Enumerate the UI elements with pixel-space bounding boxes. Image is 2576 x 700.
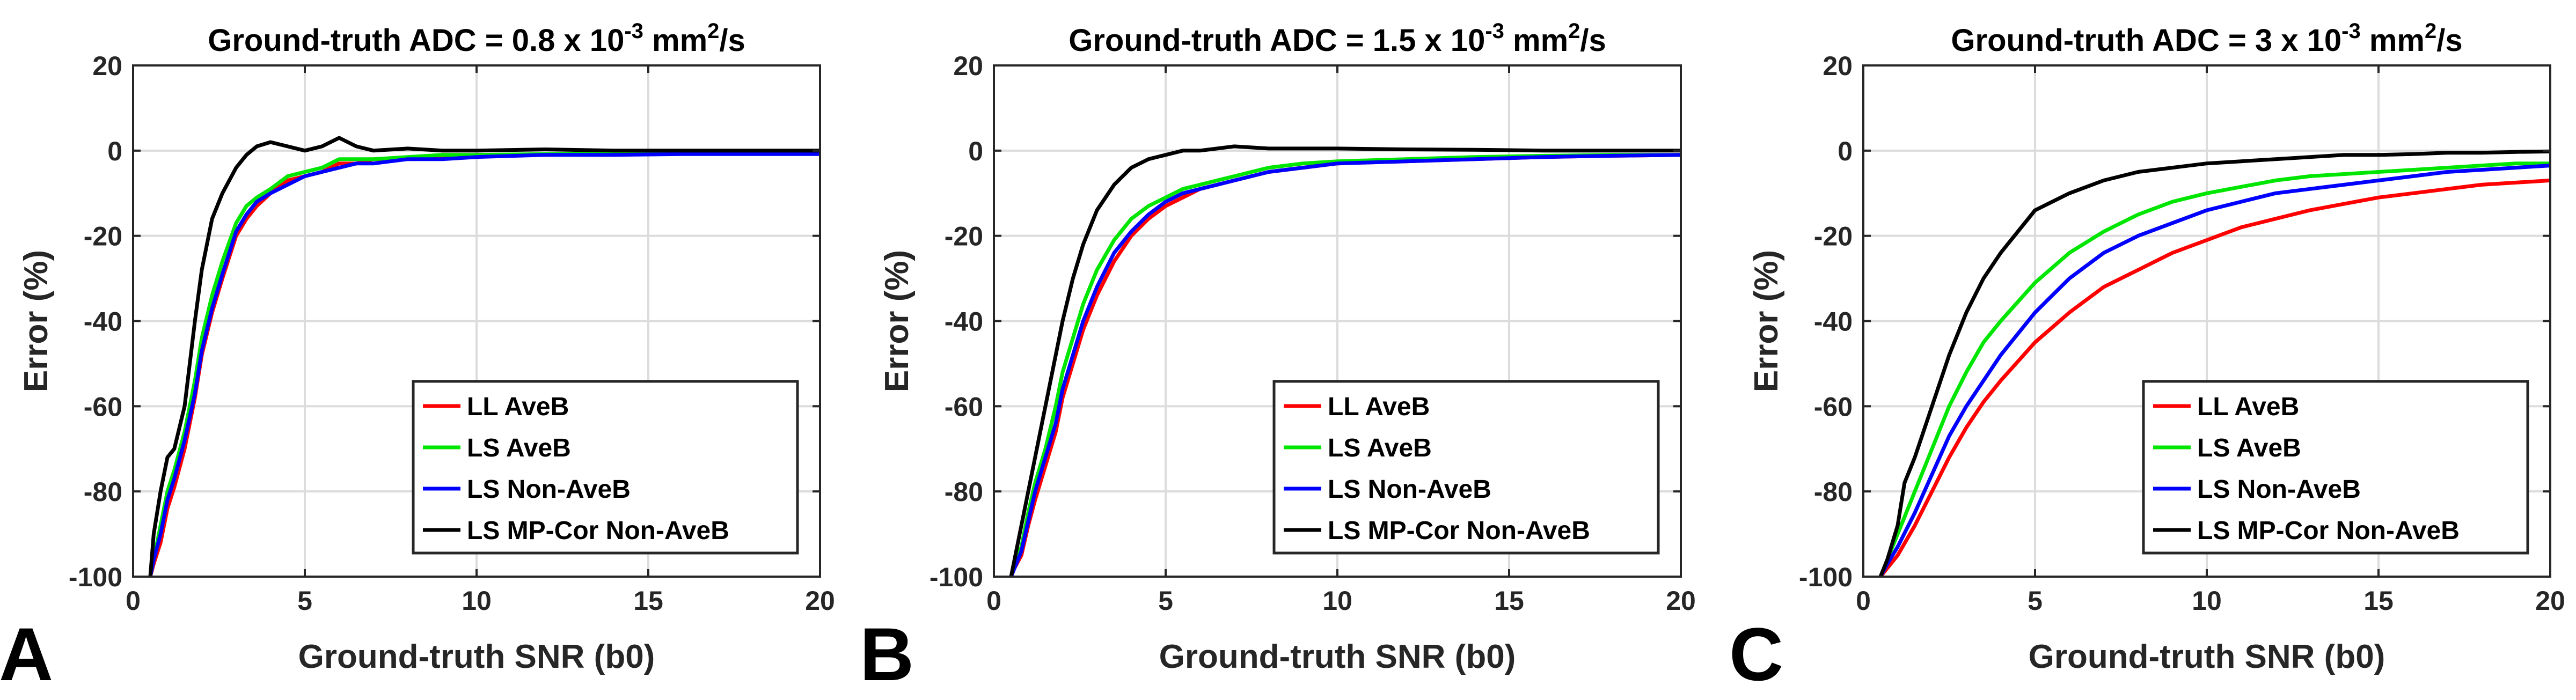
legend-label: LS AveB: [2197, 434, 2301, 462]
title-text: Ground-truth ADC = 3 x 10: [1951, 23, 2341, 58]
y-tick-label: 0: [1838, 136, 1853, 166]
chart-title: Ground-truth ADC = 3 x 10-3 mm2/s: [1951, 19, 2462, 58]
x-tick-label: 5: [2028, 586, 2043, 616]
chart-panel-b: 0 5 10 15 20 -100 -80 -60 -40 -20 0 20 Ground-truth …: [860, 19, 1696, 696]
y-tick-label: 0: [107, 136, 122, 166]
legend-box: [412, 380, 799, 555]
y-tick-label: -20: [1814, 222, 1853, 252]
legend-label: LL AveB: [2197, 393, 2299, 421]
x-tick-label: 10: [462, 586, 492, 616]
y-tick-label: -40: [945, 307, 983, 337]
title-text: mm: [643, 23, 707, 58]
x-tick-label: 10: [2192, 586, 2222, 616]
series-line-ls-non-aveb: [148, 152, 820, 577]
x-tick-label: 5: [1158, 586, 1173, 616]
panel-letter: B: [860, 612, 914, 696]
title-text: mm: [1504, 23, 1568, 58]
x-tick-label: 15: [1494, 586, 1524, 616]
y-tick-label: -40: [1814, 307, 1853, 337]
y-axis-label: Error (%): [18, 250, 55, 392]
x-tick-label: 15: [2363, 586, 2394, 616]
title-text: /s: [2436, 23, 2462, 58]
panel-letter: C: [1729, 612, 1783, 696]
y-axis-label: Error (%): [1748, 250, 1785, 392]
x-tick-label: 15: [633, 586, 663, 616]
chart-panel-a: 0 5 10 15 20 -100 -80 -60 -40 -20 0 20 Ground-truth …: [0, 19, 835, 696]
y-tick-label: -20: [84, 222, 122, 252]
chart-panel-c: 0 5 10 15 20 -100 -80 -60 -40 -20 0 20 Ground-truth …: [1729, 19, 2565, 696]
series-line-ll-aveb: [1879, 178, 2551, 578]
y-tick-label: 0: [968, 136, 983, 166]
title-text: Ground-truth ADC = 0.8 x 10: [208, 23, 624, 58]
legend-label: LS Non-AveB: [2197, 475, 2361, 504]
title-text: Ground-truth ADC = 1.5 x 10: [1069, 23, 1485, 58]
series-line-ls-mp-cor-non-aveb: [1878, 149, 2551, 578]
x-tick-label: 20: [805, 586, 835, 616]
legend: LL AveB LS AveB LS Non-AveB LS MP-Cor Non-A…: [412, 380, 799, 555]
legend-box: [1272, 380, 1660, 555]
legend-label: LS MP-Cor Non-AveB: [1328, 517, 1590, 545]
title-text: mm: [2361, 23, 2425, 58]
legend-label: LL AveB: [467, 393, 569, 421]
y-tick-label: -20: [945, 222, 983, 252]
title-superscript: 2: [2425, 19, 2436, 43]
legend-box: [2142, 380, 2529, 555]
x-tick-label: 0: [986, 586, 1001, 616]
x-tick-label: 10: [1322, 586, 1352, 616]
y-tick-label: -40: [84, 307, 122, 337]
legend: LL AveB LS AveB LS Non-AveB LS MP-Cor Non-A…: [1272, 380, 1660, 555]
legend-label: LL AveB: [1328, 393, 1430, 421]
legend-label: LS Non-AveB: [467, 475, 631, 504]
title-text: /s: [719, 23, 745, 58]
title-superscript: 2: [1568, 19, 1580, 43]
title-superscript: 2: [707, 19, 719, 43]
legend: LL AveB LS AveB LS Non-AveB LS MP-Cor Non-A…: [2142, 380, 2529, 555]
series-line-ls-aveb: [1878, 161, 2550, 578]
x-tick-label: 0: [126, 586, 141, 616]
x-axis-label: Ground-truth SNR (b0): [2029, 638, 2385, 675]
y-tick-label: 20: [1823, 51, 1853, 81]
x-tick-label: 5: [297, 586, 312, 616]
chart-title: Ground-truth ADC = 1.5 x 10-3 mm2/s: [1069, 19, 1606, 58]
y-tick-label: -60: [1814, 392, 1853, 422]
panel-letter: A: [0, 612, 53, 696]
x-tick-label: 0: [1856, 586, 1871, 616]
series-line-ls-non-aveb: [1878, 164, 2551, 578]
y-axis-label: Error (%): [879, 250, 916, 392]
legend-label: LS MP-Cor Non-AveB: [467, 517, 729, 545]
legend-label: LS Non-AveB: [1328, 475, 1491, 504]
legend-label: LS AveB: [467, 434, 571, 462]
series-line-ls-mp-cor-non-aveb: [148, 136, 820, 577]
legend-label: LS AveB: [1328, 434, 1432, 462]
x-tick-label: 20: [2535, 586, 2565, 616]
series-line-ls-mp-cor-non-aveb: [1009, 144, 1681, 577]
title-text: /s: [1580, 23, 1606, 58]
y-tick-label: -100: [930, 562, 983, 592]
y-tick-label: -100: [69, 562, 122, 592]
title-superscript: -3: [2341, 19, 2361, 43]
title-superscript: -3: [624, 19, 643, 43]
y-tick-label: 20: [92, 51, 122, 81]
series-line-ls-non-aveb: [1009, 153, 1681, 578]
y-tick-label: -60: [84, 392, 122, 422]
y-tick-label: -80: [945, 477, 983, 507]
chart-title: Ground-truth ADC = 0.8 x 10-3 mm2/s: [208, 19, 745, 58]
y-tick-label: 20: [953, 51, 983, 81]
y-tick-label: -80: [84, 477, 122, 507]
legend-label: LS MP-Cor Non-AveB: [2197, 517, 2460, 545]
series-line-ls-aveb: [1009, 153, 1681, 577]
y-tick-label: -60: [945, 392, 983, 422]
x-axis-label: Ground-truth SNR (b0): [298, 638, 655, 675]
x-axis-label: Ground-truth SNR (b0): [1159, 638, 1516, 675]
title-superscript: -3: [1485, 19, 1504, 43]
y-tick-label: -100: [1799, 562, 1853, 592]
x-tick-label: 20: [1666, 586, 1696, 616]
y-tick-label: -80: [1814, 477, 1853, 507]
